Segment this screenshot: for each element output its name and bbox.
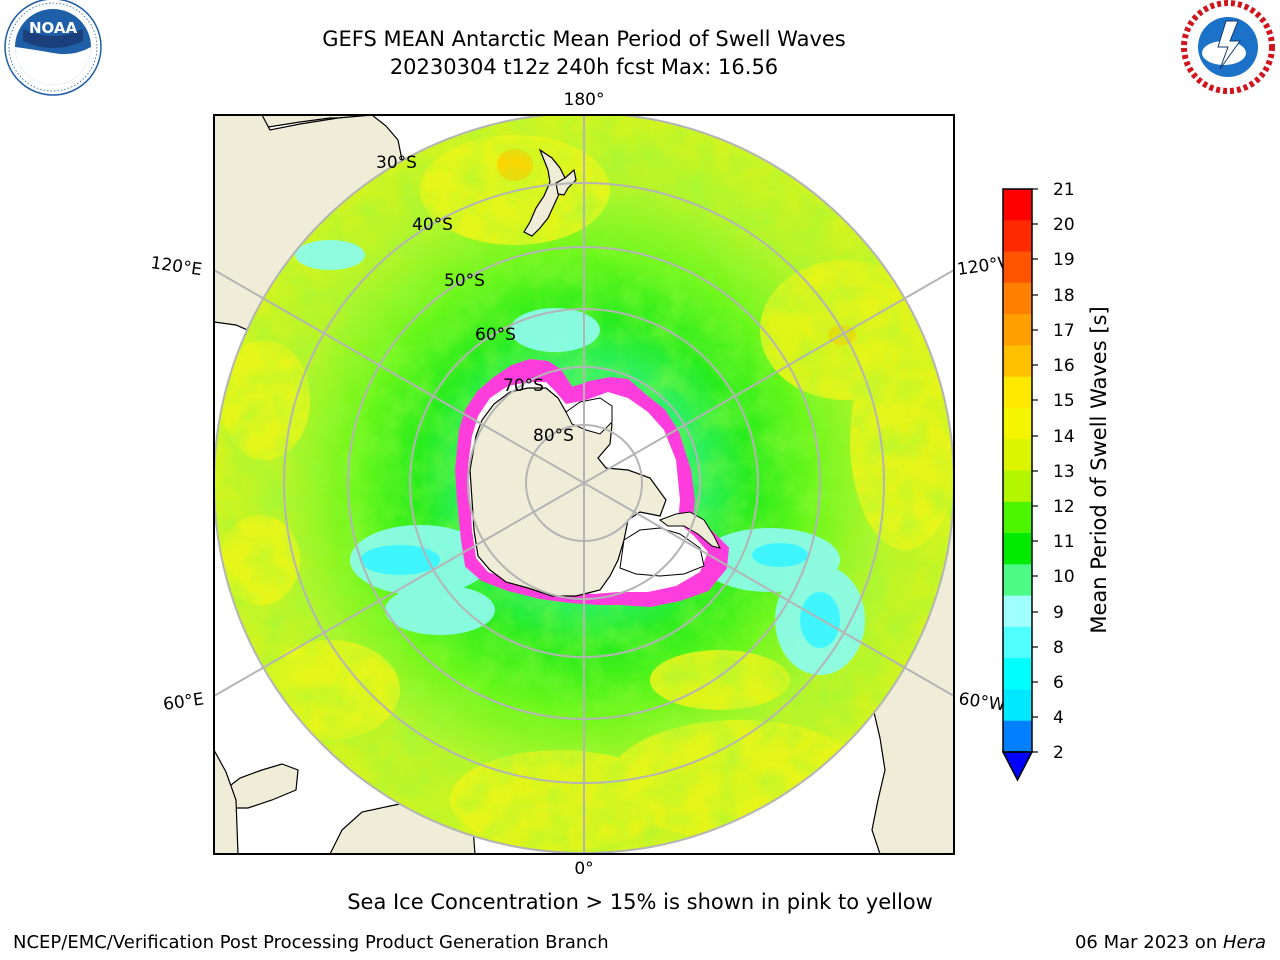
lat-label-30s: 30°S <box>376 153 417 173</box>
footer-host: Hera <box>1222 932 1266 953</box>
footer-date-text: 06 Mar 2023 on <box>1074 932 1223 953</box>
lightning-icon <box>1217 20 1241 70</box>
colorbar-segment <box>1003 501 1032 534</box>
lon-label-180: 180° <box>564 90 605 110</box>
noaa-logo-text: NOAA <box>29 19 78 37</box>
colorbar-segment <box>1003 564 1032 597</box>
colorbar-segments <box>1003 189 1032 753</box>
footer-credit: NCEP/EMC/Verification Post Processing Pr… <box>13 932 609 953</box>
colorbar-segment <box>1003 533 1032 565</box>
antarctic-peninsula <box>658 511 721 549</box>
colorbar-tick-label: 16 <box>1053 356 1075 376</box>
colorbar-segment <box>1003 595 1032 628</box>
colorbar-tick-label: 19 <box>1053 250 1075 270</box>
colorbar-segment <box>1003 407 1032 440</box>
chart-subtitle: 20230304 t12z 240h fcst Max: 16.56 <box>389 55 779 79</box>
colorbar-segment <box>1003 251 1032 284</box>
southern-africa-corner <box>214 749 239 854</box>
colorbar-tick-label: 4 <box>1053 708 1064 728</box>
map-frame <box>213 114 955 855</box>
longitude-labels: 180° 0° 120°E 120°W 60°E 60°W <box>149 90 1016 879</box>
chart-title: GEFS MEAN Antarctic Mean Period of Swell… <box>322 27 846 51</box>
colorbar-tick-label: 21 <box>1053 180 1075 200</box>
noaa-logo: NOAA <box>4 0 102 96</box>
lon-label-120e: 120°E <box>149 253 203 280</box>
sea-ice-caption: Sea Ice Concentration > 15% is shown in … <box>347 890 933 914</box>
colorbar-tick-label: 12 <box>1053 497 1075 517</box>
colorbar-tick-label: 11 <box>1053 532 1075 552</box>
colorbar-segment <box>1003 189 1032 221</box>
colorbar-segment <box>1003 345 1032 378</box>
colorbar-segment <box>1003 689 1032 722</box>
colorbar-segment <box>1003 220 1032 253</box>
colorbar-tick-label: 2 <box>1053 743 1064 763</box>
colorbar-ticks: 21 20 19 18 17 16 15 14 13 12 11 10 9 8 6 4 2 <box>1032 180 1075 763</box>
colorbar-tick-label: 9 <box>1053 603 1064 623</box>
colorbar: 21 20 19 18 17 16 15 14 13 12 11 10 9 8 6 4 2 Mean Perio… <box>1001 180 1111 782</box>
colorbar-tick-label: 14 <box>1053 427 1075 447</box>
colorbar-segment <box>1003 314 1032 346</box>
new-zealand-south-island <box>523 148 567 237</box>
colorbar-tick-label: 20 <box>1053 215 1075 235</box>
colorbar-segment <box>1003 470 1032 503</box>
lon-label-60e: 60°E <box>162 689 205 714</box>
lat-label-50s: 50°S <box>444 271 485 291</box>
colorbar-segment <box>1003 626 1032 659</box>
colorbar-tick-label: 8 <box>1053 638 1064 658</box>
colorbar-tick-label: 10 <box>1053 567 1075 587</box>
colorbar-tick-label: 6 <box>1053 673 1064 693</box>
colorbar-segment <box>1003 658 1032 690</box>
meridian-60e-120w <box>214 269 954 697</box>
map-panel: 30°S 40°S 50°S 60°S 70°S 80°S <box>214 115 954 854</box>
noaa-wave-icon <box>15 47 91 85</box>
colorbar-tick-label: 18 <box>1053 286 1075 306</box>
footer-date: 06 Mar 2023 on Hera <box>1075 932 1266 953</box>
latitude-labels: 30°S 40°S 50°S 60°S 70°S 80°S <box>376 153 574 446</box>
colorbar-segment <box>1003 376 1032 409</box>
lat-label-40s: 40°S <box>412 215 453 235</box>
nws-logo <box>1180 0 1276 95</box>
lat-label-70s: 70°S <box>503 376 544 396</box>
colorbar-segment <box>1003 439 1032 471</box>
colorbar-tick-label: 13 <box>1053 462 1075 482</box>
colorbar-tick-label: 15 <box>1053 391 1075 411</box>
colorbar-extend-triangle <box>1001 751 1034 782</box>
lon-label-60w: 60°W <box>957 689 1006 715</box>
madagascar-land <box>221 763 299 809</box>
colorbar-segment <box>1003 720 1032 753</box>
lat-label-60s: 60°S <box>475 325 516 345</box>
lon-label-0: 0° <box>574 859 593 879</box>
lat-label-80s: 80°S <box>533 426 574 446</box>
colorbar-segment <box>1003 282 1032 315</box>
colorbar-tick-label: 17 <box>1053 321 1075 341</box>
colorbar-title: Mean Period of Swell Waves [s] <box>1087 306 1111 633</box>
